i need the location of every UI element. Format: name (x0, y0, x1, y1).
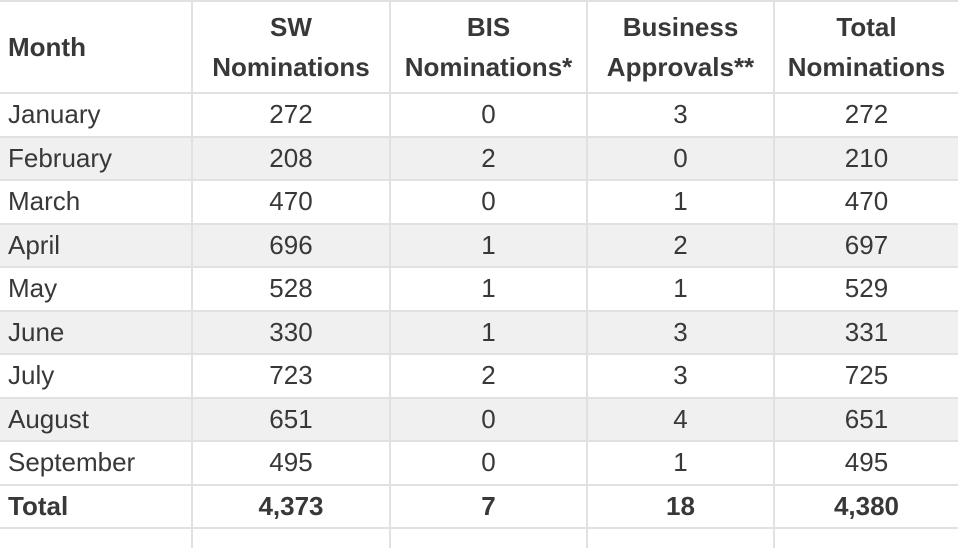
cell-total-nominations: 210 (773, 135, 958, 181)
cell-bis-nominations: 2 (389, 353, 588, 399)
empty-cell (773, 527, 958, 548)
cell-business-approvals: 1 (586, 440, 775, 486)
cell-total-sw-nominations: 4,373 (191, 483, 391, 529)
cell-sw-nominations: 330 (191, 309, 391, 355)
cell-total-nominations: 495 (773, 440, 958, 486)
col-header-sw-line2: Nominations (212, 52, 370, 82)
empty-cell (389, 527, 588, 548)
cell-business-approvals: 3 (586, 309, 775, 355)
table-row-may: May 528 1 1 529 (0, 266, 958, 312)
cell-business-approvals: 3 (586, 353, 775, 399)
cell-total-business-approvals: 18 (586, 483, 775, 529)
empty-cell (191, 527, 391, 548)
cell-total-bis-nominations: 7 (389, 483, 588, 529)
header-row: Month SW Nominations BIS Nominations* Bu… (0, 0, 958, 94)
table-empty-row (0, 527, 958, 548)
cell-business-approvals: 2 (586, 222, 775, 268)
empty-cell (586, 527, 775, 548)
cell-month: August (0, 396, 193, 442)
col-header-month: Month (0, 0, 193, 94)
col-header-business-line2: Approvals** (606, 52, 755, 82)
cell-bis-nominations: 2 (389, 135, 588, 181)
cell-sw-nominations: 272 (191, 92, 391, 138)
cell-sw-nominations: 495 (191, 440, 391, 486)
cell-total-nominations: 697 (773, 222, 958, 268)
cell-bis-nominations: 0 (389, 396, 588, 442)
cell-sw-nominations: 723 (191, 353, 391, 399)
col-header-business-line1: Business (622, 12, 739, 42)
cell-bis-nominations: 0 (389, 440, 588, 486)
cell-month: May (0, 266, 193, 312)
table-row-september: September 495 0 1 495 (0, 440, 958, 486)
cell-total-nominations: 725 (773, 353, 958, 399)
cell-bis-nominations: 1 (389, 222, 588, 268)
cell-bis-nominations: 0 (389, 92, 588, 138)
cell-total-nominations: 470 (773, 179, 958, 225)
cell-bis-nominations: 0 (389, 179, 588, 225)
cell-month: July (0, 353, 193, 399)
col-header-sw-nominations: SW Nominations (191, 0, 391, 94)
cell-total-nominations: 331 (773, 309, 958, 355)
cell-sw-nominations: 208 (191, 135, 391, 181)
cell-sw-nominations: 696 (191, 222, 391, 268)
col-header-bis-nominations: BIS Nominations* (389, 0, 588, 94)
cell-business-approvals: 4 (586, 396, 775, 442)
cell-business-approvals: 1 (586, 179, 775, 225)
cell-business-approvals: 0 (586, 135, 775, 181)
cell-sw-nominations: 470 (191, 179, 391, 225)
cell-month: February (0, 135, 193, 181)
cell-month: June (0, 309, 193, 355)
cell-total-nominations: 272 (773, 92, 958, 138)
col-header-bis-line2: Nominations* (404, 52, 573, 82)
cell-total-nominations: 651 (773, 396, 958, 442)
col-header-total-line1: Total (836, 12, 897, 42)
table-row-june: June 330 1 3 331 (0, 309, 958, 355)
table-total-row: Total 4,373 7 18 4,380 (0, 483, 958, 529)
cell-bis-nominations: 1 (389, 309, 588, 355)
cell-month: March (0, 179, 193, 225)
cell-sw-nominations: 651 (191, 396, 391, 442)
table-row-march: March 470 0 1 470 (0, 179, 958, 225)
empty-cell (0, 527, 193, 548)
table-row-july: July 723 2 3 725 (0, 353, 958, 399)
cell-business-approvals: 1 (586, 266, 775, 312)
col-header-business-approvals: Business Approvals** (586, 0, 775, 94)
table-row-february: February 208 2 0 210 (0, 135, 958, 181)
col-header-sw-line1: SW (270, 12, 312, 42)
col-header-bis-line1: BIS (466, 12, 511, 42)
cell-month: April (0, 222, 193, 268)
cell-month: January (0, 92, 193, 138)
cell-business-approvals: 3 (586, 92, 775, 138)
cell-total-nominations: 529 (773, 266, 958, 312)
table-row-august: August 651 0 4 651 (0, 396, 958, 442)
col-header-total-line2: Nominations (787, 52, 946, 82)
table-row-april: April 696 1 2 697 (0, 222, 958, 268)
table-row-january: January 272 0 3 272 (0, 92, 958, 138)
cell-month: September (0, 440, 193, 486)
cell-total-label: Total (0, 483, 193, 529)
cell-sw-nominations: 528 (191, 266, 391, 312)
col-header-total-nominations: Total Nominations (773, 0, 958, 94)
cell-total-total-nominations: 4,380 (773, 483, 958, 529)
cell-bis-nominations: 1 (389, 266, 588, 312)
